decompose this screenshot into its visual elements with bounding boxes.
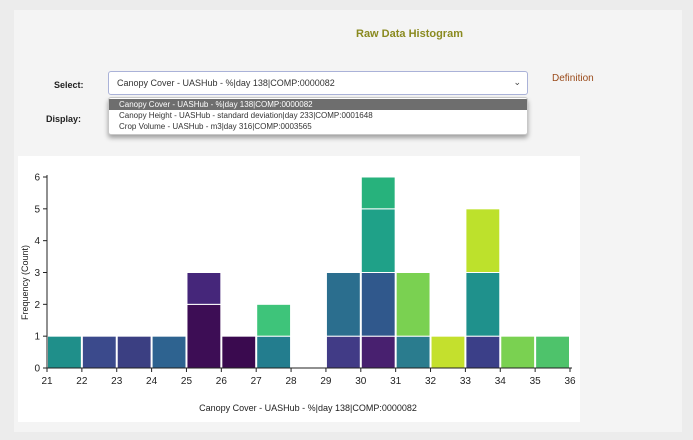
x-tick-label: 23 xyxy=(111,376,123,387)
x-tick-label: 36 xyxy=(564,376,576,387)
y-tick-label: 5 xyxy=(34,204,40,215)
histogram-bar-segment xyxy=(360,335,396,369)
x-tick-label: 35 xyxy=(530,376,542,387)
x-tick-label: 29 xyxy=(320,376,332,387)
x-tick-label: 31 xyxy=(390,376,402,387)
histogram-bar-segment xyxy=(325,335,361,369)
histogram-bar-segment xyxy=(465,208,501,273)
histogram-bar-segment xyxy=(360,176,396,210)
x-tick-label: 25 xyxy=(181,376,193,387)
x-tick-label: 22 xyxy=(76,376,88,387)
histogram-bar-segment xyxy=(465,272,501,337)
x-tick-label: 27 xyxy=(251,376,263,387)
histogram-bar-segment xyxy=(256,335,292,369)
y-tick-label: 6 xyxy=(34,173,40,184)
select-value: Canopy Cover - UASHub - %|day 138|COMP:0… xyxy=(117,78,335,88)
histogram-bar-segment xyxy=(360,272,396,337)
variable-select[interactable]: Canopy Cover - UASHub - %|day 138|COMP:0… xyxy=(108,71,528,95)
y-tick-label: 3 xyxy=(34,268,40,279)
page-title: Raw Data Histogram xyxy=(356,28,463,40)
histogram-bar-segment xyxy=(395,335,431,369)
x-tick-label: 24 xyxy=(146,376,158,387)
x-tick-label: 28 xyxy=(286,376,298,387)
histogram-bar-segment xyxy=(81,335,117,369)
x-tick-label: 26 xyxy=(216,376,228,387)
select-dropdown-menu: Canopy Cover - UASHub - %|day 138|COMP:0… xyxy=(108,97,528,135)
x-axis-label: Canopy Cover - UASHub - %|day 138|COMP:0… xyxy=(199,403,417,413)
dropdown-option[interactable]: Canopy Cover - UASHub - %|day 138|COMP:0… xyxy=(109,99,527,110)
dropdown-option[interactable]: Crop Volume - UASHub - m3|day 316|COMP:0… xyxy=(119,122,312,131)
histogram-bar-segment xyxy=(430,335,466,369)
histogram-bar-segment xyxy=(395,272,431,337)
histogram-bar-segment xyxy=(116,335,152,369)
histogram-bar-segment xyxy=(47,335,82,369)
x-tick-label: 33 xyxy=(460,376,472,387)
histogram-chart: 21 22 23 24 25 26 27 28 29 30 31 32 33 34 35 36 0 1 2 3 4 5 6 C… xyxy=(18,156,580,422)
y-tick-label: 1 xyxy=(34,332,40,343)
histogram-bar-segment xyxy=(465,335,501,369)
x-tick-label: 30 xyxy=(355,376,367,387)
x-tick-label: 34 xyxy=(495,376,507,387)
display-label: Display: xyxy=(46,114,82,124)
y-axis-label: Frequency (Count) xyxy=(20,245,30,320)
histogram-svg: 21 22 23 24 25 26 27 28 29 30 31 32 33 34 35 360123456C… xyxy=(20,173,576,414)
histogram-bar-segment xyxy=(360,208,396,273)
x-tick-label: 21 xyxy=(41,376,53,387)
histogram-bar-segment xyxy=(186,272,222,305)
y-tick-label: 2 xyxy=(34,300,40,311)
histogram-bar-segment xyxy=(325,272,361,337)
y-tick-label: 0 xyxy=(34,364,40,375)
histogram-bar-segment xyxy=(221,335,257,369)
x-tick-label: 32 xyxy=(425,376,437,387)
dropdown-option[interactable]: Canopy Height - UASHub - standard deviat… xyxy=(119,111,373,120)
histogram-bar-segment xyxy=(535,335,571,369)
histogram-bar-segment xyxy=(256,303,292,337)
histogram-bar-segment xyxy=(151,335,187,369)
histogram-bar-segment xyxy=(500,335,536,369)
definition-link[interactable]: Definition xyxy=(552,73,594,84)
y-tick-label: 4 xyxy=(34,236,40,247)
histogram-bar-segment xyxy=(186,303,222,369)
chevron-down-icon[interactable]: ⌄ xyxy=(513,77,521,87)
select-label: Select: xyxy=(54,80,84,90)
